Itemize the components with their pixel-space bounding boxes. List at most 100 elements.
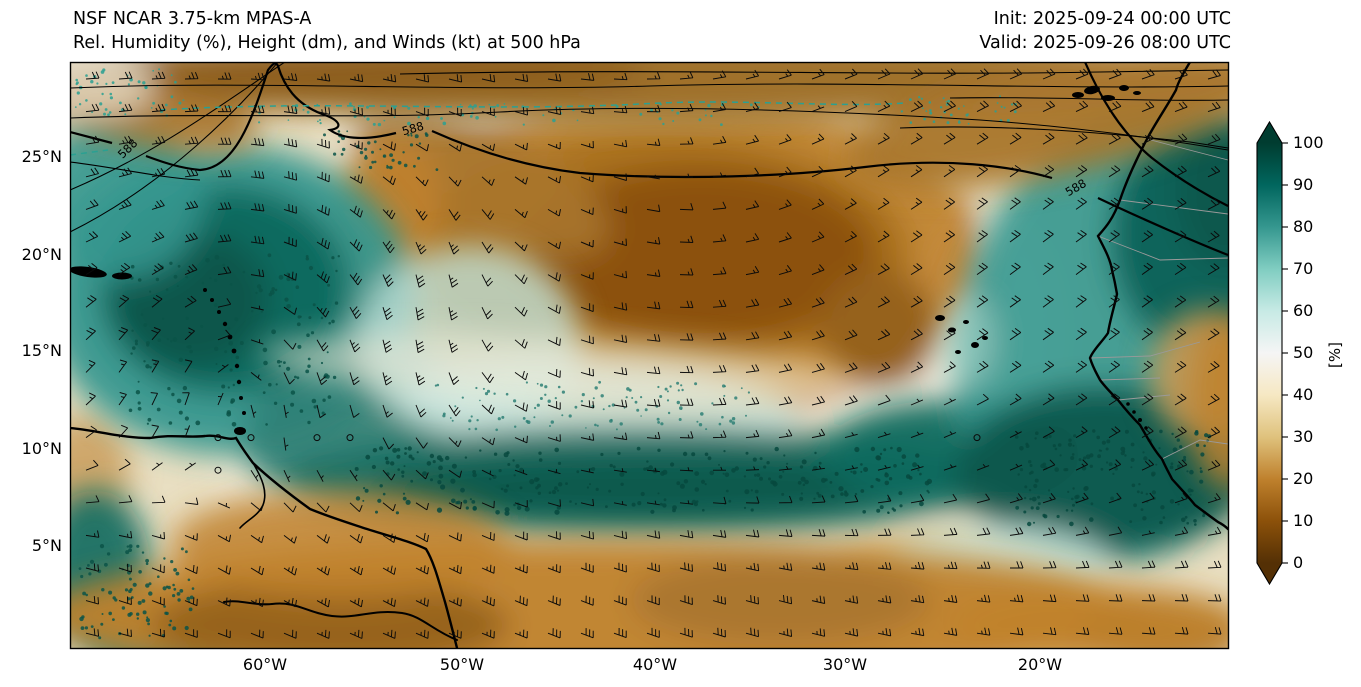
rh-speckle xyxy=(1131,483,1136,488)
rh-speckle xyxy=(152,69,155,72)
wind-barb xyxy=(547,175,561,184)
island-dot xyxy=(239,396,243,400)
rh-speckle xyxy=(386,164,389,167)
rh-speckle xyxy=(195,420,201,426)
wind-barb xyxy=(118,424,129,438)
rh-speckle xyxy=(1054,447,1058,451)
rh-speckle xyxy=(710,114,713,118)
rh-speckle xyxy=(472,505,477,511)
wind-barb xyxy=(1009,328,1022,341)
rh-speckle xyxy=(1054,467,1059,472)
wind-barb xyxy=(184,168,199,178)
rh-blob xyxy=(630,555,930,645)
height-contour-588 xyxy=(431,129,1053,180)
rh-speckle xyxy=(816,491,820,495)
rh-speckle xyxy=(100,70,105,74)
wind-barb xyxy=(613,562,627,573)
rh-speckle xyxy=(78,103,82,106)
rh-speckle xyxy=(1003,106,1006,109)
rh-speckle xyxy=(105,82,108,85)
rh-speckle xyxy=(124,113,127,116)
wind-barb xyxy=(1141,594,1156,602)
wind-barb xyxy=(1207,263,1220,276)
rh-speckle xyxy=(234,317,239,322)
rh-speckle xyxy=(884,480,890,486)
wind-barb xyxy=(844,329,858,341)
rh-speckle xyxy=(1089,517,1094,522)
rh-speckle xyxy=(664,387,668,391)
wind-barb xyxy=(1075,560,1090,569)
rh-speckle xyxy=(393,116,396,118)
rh-speckle xyxy=(472,472,477,478)
rh-speckle xyxy=(322,398,326,402)
wind-barb xyxy=(844,528,859,537)
rh-speckle xyxy=(957,107,960,110)
wind-barb xyxy=(679,467,694,472)
rh-speckle xyxy=(781,492,785,496)
rh-speckle xyxy=(320,316,324,320)
rh-speckle xyxy=(515,464,520,469)
rh-speckle xyxy=(170,95,174,99)
rh-speckle xyxy=(909,121,913,124)
rh-speckle xyxy=(498,469,502,473)
rh-speckle xyxy=(438,465,443,471)
rh-speckle xyxy=(449,417,452,419)
rh-speckle xyxy=(362,499,365,502)
wind-barb xyxy=(712,529,727,538)
wind-barb xyxy=(547,73,562,82)
rh-speckle xyxy=(946,121,950,125)
rh-speckle xyxy=(939,106,942,108)
wind-barb xyxy=(1174,426,1187,439)
wind-barb xyxy=(844,165,857,178)
rh-speckle xyxy=(947,99,950,103)
rh-speckle xyxy=(175,571,180,576)
wind-barb xyxy=(85,199,99,210)
rh-speckle xyxy=(896,446,902,453)
wind-barb xyxy=(415,372,426,386)
wind-barb xyxy=(547,208,561,217)
rh-speckle xyxy=(724,472,730,478)
island xyxy=(963,320,969,324)
wind-barb xyxy=(415,404,427,418)
wind-barb xyxy=(1042,165,1055,178)
island xyxy=(1072,92,1084,98)
rh-blob xyxy=(950,585,1229,649)
wind-barb xyxy=(415,176,429,187)
wind-barb xyxy=(481,74,496,83)
wind-barb xyxy=(943,197,955,210)
rh-speckle xyxy=(302,108,305,111)
wind-barb xyxy=(646,204,661,213)
rh-speckle xyxy=(205,258,210,263)
rh-speckle xyxy=(503,103,506,105)
wind-barb xyxy=(184,264,198,276)
wind-barb xyxy=(712,172,726,178)
wind-barb xyxy=(1042,526,1057,536)
rh-speckle xyxy=(600,452,604,457)
rh-speckle xyxy=(88,572,92,576)
wind-barb xyxy=(1207,361,1220,373)
island xyxy=(70,266,107,278)
rh-speckle xyxy=(1074,495,1079,500)
wind-barb xyxy=(283,171,298,181)
rh-speckle xyxy=(136,617,139,620)
wind-barb xyxy=(1042,594,1057,603)
wind-barb xyxy=(1009,132,1022,145)
wind-barb xyxy=(778,628,793,637)
rh-speckle xyxy=(227,386,230,389)
rh-speckle xyxy=(294,375,297,379)
rh-speckle xyxy=(814,451,817,455)
cbar-tick-60: 60 xyxy=(1293,301,1314,320)
rh-speckle xyxy=(612,465,616,469)
wind-barb xyxy=(712,496,727,505)
calm-wind-circle xyxy=(346,434,354,442)
rh-speckle xyxy=(307,420,311,425)
wind-barb xyxy=(1009,463,1023,471)
rh-speckle xyxy=(1090,502,1094,506)
wind-barb xyxy=(778,562,793,571)
rh-speckle xyxy=(702,508,705,512)
wind-barb xyxy=(1009,360,1022,373)
rh-speckle xyxy=(232,383,235,387)
rh-speckle xyxy=(1028,460,1032,464)
rh-speckle xyxy=(1023,510,1027,514)
wind-barb xyxy=(151,327,161,341)
